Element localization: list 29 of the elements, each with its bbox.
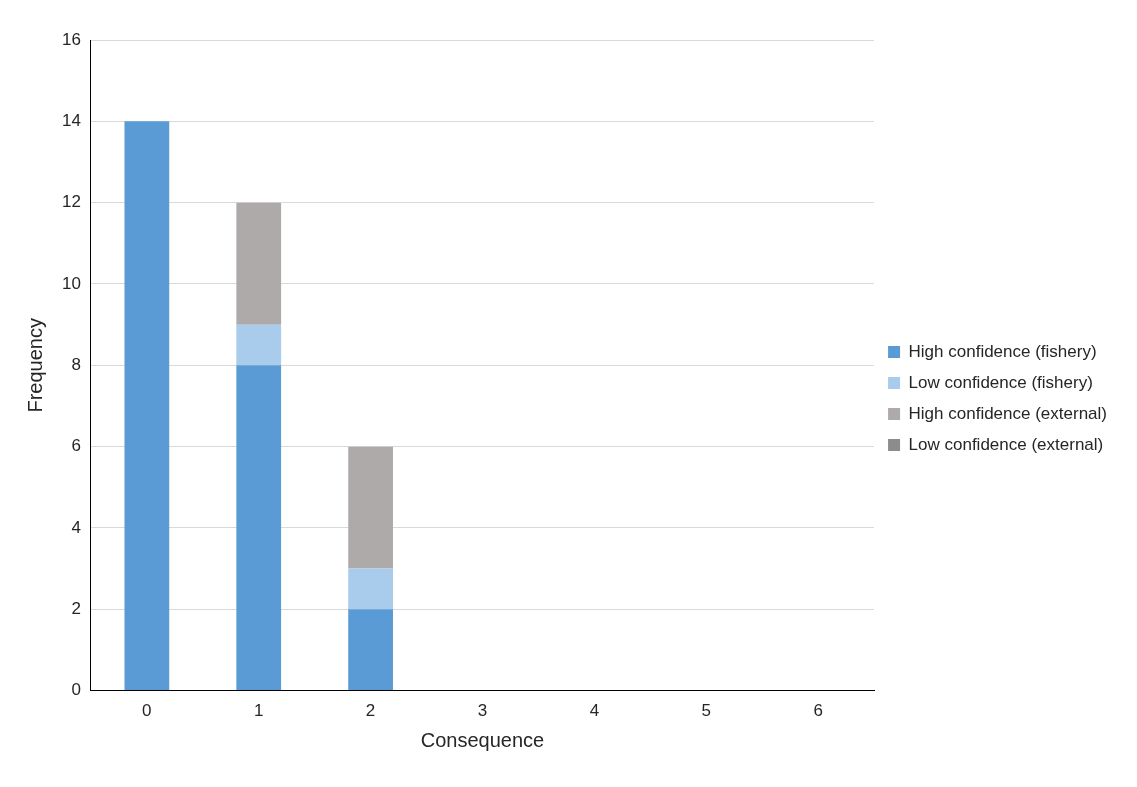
x-axis-title: Consequence	[420, 728, 545, 751]
y-tick-label: 2	[71, 598, 81, 618]
bar	[348, 609, 393, 691]
bar	[236, 324, 282, 366]
y-tick-label: 12	[61, 192, 81, 212]
bar	[124, 121, 170, 691]
x-tick-label: 0	[142, 701, 152, 721]
x-tick-label: 2	[365, 701, 376, 721]
y-tick-label: 14	[61, 111, 81, 131]
legend-label: Low confidence (external)	[908, 434, 1104, 454]
x-tick-label: 4	[589, 701, 600, 721]
y-axis-title: Frequency	[23, 318, 46, 413]
bar	[236, 365, 282, 691]
y-tick-label: 8	[71, 354, 81, 374]
legend-label: High confidence (fishery)	[908, 341, 1097, 361]
y-tick-label: 10	[61, 273, 81, 293]
x-tick-label: 6	[813, 701, 823, 721]
y-tick-label: 4	[71, 517, 81, 537]
bar	[348, 446, 393, 569]
x-tick-label: 3	[477, 701, 488, 721]
x-tick-label: 1	[253, 701, 264, 721]
bar	[236, 202, 282, 325]
bar	[348, 568, 393, 610]
y-tick-label: 0	[71, 680, 81, 700]
x-tick-label: 5	[701, 701, 711, 721]
y-tick-label: 6	[71, 436, 81, 456]
legend-label: High confidence (external)	[908, 403, 1108, 423]
y-tick-label: 16	[61, 29, 81, 49]
legend-label: Low confidence (fishery)	[908, 372, 1093, 392]
